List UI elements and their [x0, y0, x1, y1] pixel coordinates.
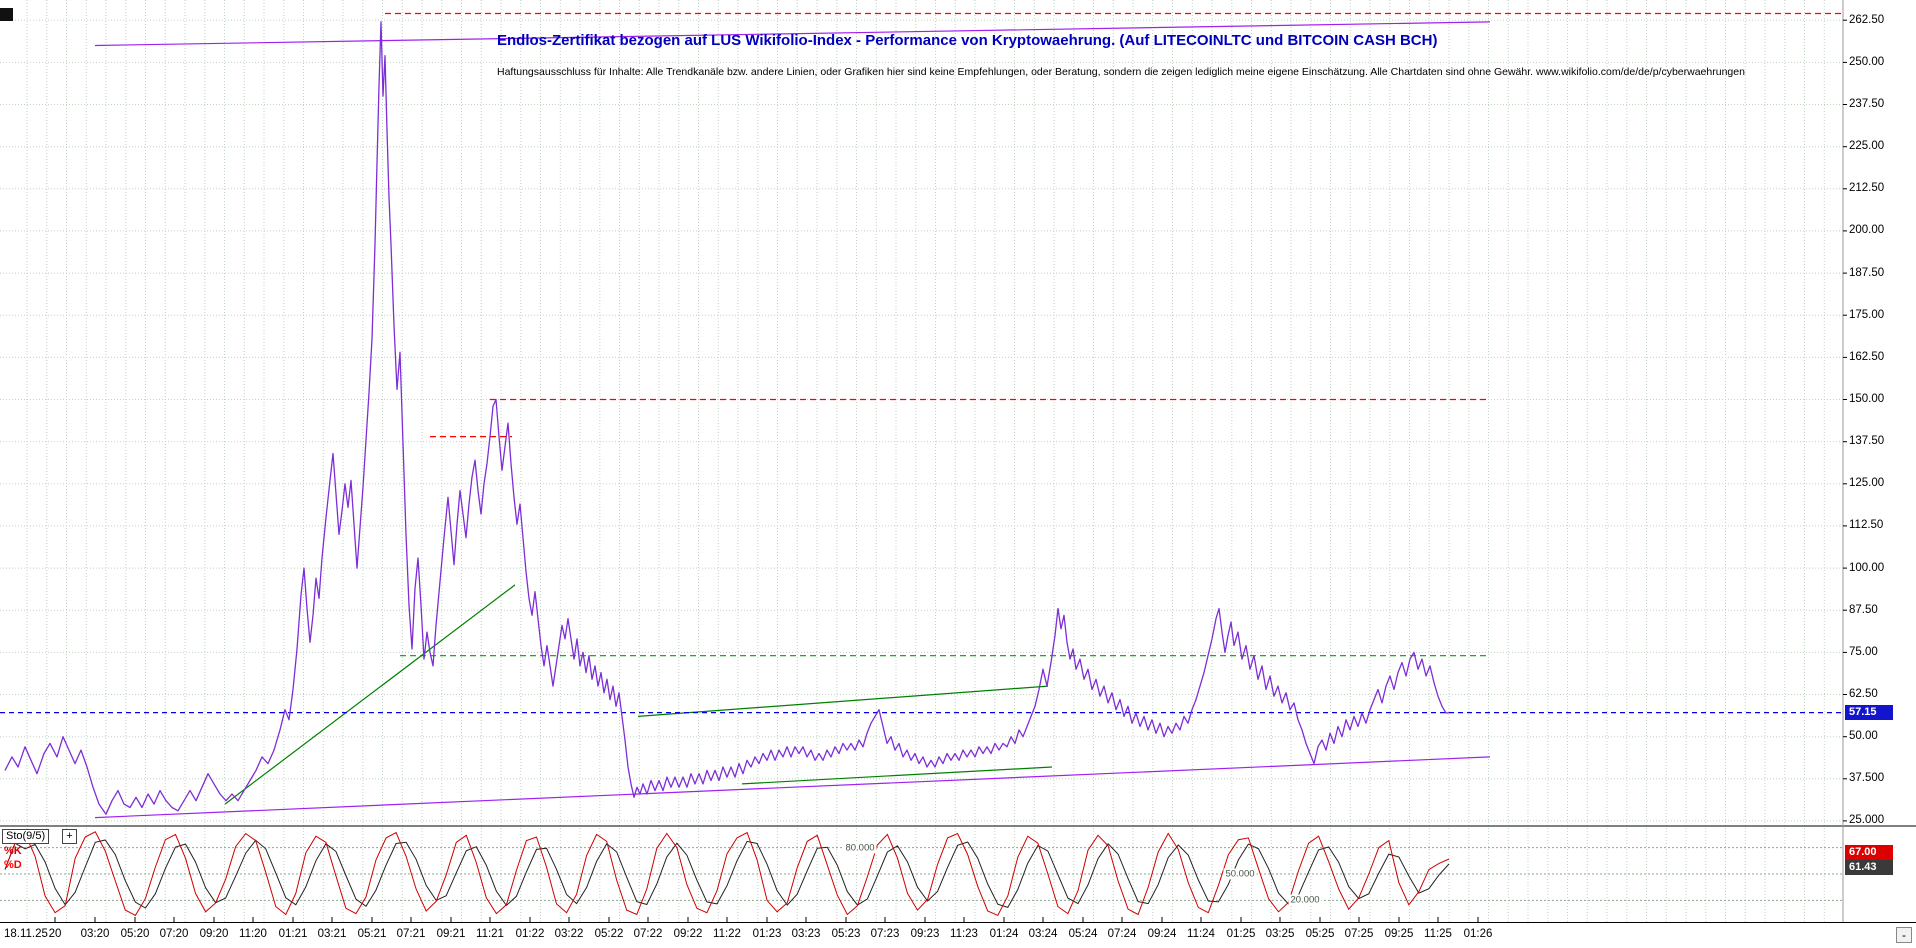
- time-tick-label: 11:24: [1187, 928, 1215, 940]
- price-tick-label: 37.500: [1849, 772, 1885, 785]
- price-tick-label: 150.00: [1849, 393, 1885, 405]
- time-tick-label: 05:23: [831, 928, 861, 940]
- uptrend-2020-line: [224, 584, 516, 805]
- time-tick-label: 09:23: [910, 928, 940, 940]
- stochastic-level-label: 20.000: [1288, 894, 1322, 906]
- time-tick-label: 07:25: [1344, 928, 1374, 940]
- time-tick-label: 01:26: [1463, 928, 1493, 940]
- time-tick-label: 09:21: [436, 928, 466, 940]
- time-tick-label: 01:25: [1226, 928, 1256, 940]
- price-tick-label: 87.50: [1849, 603, 1878, 616]
- time-tick-label: 05:25: [1305, 928, 1335, 940]
- price-tick-label: 137.50: [1849, 435, 1885, 448]
- price-tick-label: 75.00: [1849, 645, 1878, 658]
- time-tick-label: 05:24: [1068, 928, 1098, 940]
- chart-anchor-handle[interactable]: [0, 8, 13, 21]
- time-tick-label: 01:23: [752, 928, 782, 940]
- price-tick-label: 200.00: [1849, 224, 1885, 237]
- time-tick-label: 05:20: [120, 928, 150, 940]
- price-tick-label: 112.50: [1849, 519, 1884, 532]
- price-tick-label: 237.50: [1849, 98, 1885, 110]
- time-tick-label: 03:23: [791, 928, 821, 940]
- time-tick-label: 01:24: [989, 928, 1019, 940]
- price-tick-label: 125.00: [1849, 477, 1885, 490]
- indicator-label[interactable]: Sto(9/5): [2, 829, 50, 844]
- stochastic-d-label: %D: [4, 859, 22, 871]
- time-tick-label: 11:25: [1424, 928, 1452, 940]
- time-tick-label: 03:25: [1265, 928, 1295, 940]
- price-tick-label: 100.00: [1849, 561, 1885, 574]
- price-tick-label: 62.50: [1849, 688, 1878, 700]
- price-line: [4, 21, 1450, 815]
- time-tick-label: 11:22: [713, 928, 741, 940]
- time-tick-label: 07:23: [870, 928, 900, 940]
- add-indicator-button[interactable]: +: [62, 829, 77, 844]
- chart-title: Endlos-Zertifikat bezogen auf LUS Wikifo…: [497, 32, 1438, 49]
- stochastic-k-label: %K: [4, 845, 22, 857]
- time-tick-label: 03:22: [554, 928, 584, 940]
- time-tick-label: 11:20: [239, 928, 267, 940]
- time-tick-label: 07:21: [396, 928, 426, 940]
- price-tick-label: 175.00: [1849, 308, 1885, 321]
- current-price-badge: 57.15: [1845, 704, 1893, 720]
- price-tick-label: 25.000: [1849, 814, 1885, 827]
- stochastic-level-label: 80.000: [843, 842, 877, 854]
- time-tick-label: 03:21: [317, 928, 347, 940]
- price-axis: 262.50 250.00 237.50 225.00 212.50 200.00 187.…: [1849, 0, 1915, 922]
- time-tick-label: 09:24: [1147, 928, 1177, 940]
- time-tick-label: 05:21: [357, 928, 387, 940]
- time-tick-label: 09:25: [1384, 928, 1414, 940]
- time-tick-label: 18.11.25: [4, 928, 48, 940]
- price-tick-label: 50.00: [1849, 730, 1878, 743]
- uptrend-2022-low-line: [741, 766, 1053, 785]
- time-tick-label: 09:20: [199, 928, 229, 940]
- collapse-axis-button[interactable]: -: [1896, 927, 1912, 943]
- upper-channel-trendline: [94, 21, 1491, 47]
- price-tick-label: 262.50: [1849, 13, 1885, 26]
- stochastic-d-line: [4, 839, 1450, 909]
- time-tick-label: 20: [48, 928, 62, 940]
- time-tick-label: 11:21: [476, 928, 504, 940]
- price-tick-label: 187.50: [1849, 266, 1885, 279]
- time-tick-label: 03:20: [80, 928, 110, 940]
- uptrend-2022-mid-line: [637, 685, 1049, 717]
- time-tick-label: 07:20: [159, 928, 189, 940]
- price-tick-label: 225.00: [1849, 140, 1885, 153]
- stochastic-k-line: [4, 831, 1450, 917]
- time-tick-label: 11:23: [950, 928, 978, 940]
- price-tick-label: 250.00: [1849, 55, 1885, 68]
- time-tick-label: 07:22: [633, 928, 663, 940]
- price-tick-label: 162.50: [1849, 350, 1885, 363]
- stochastic-d-value-badge: 61.43: [1845, 860, 1893, 875]
- stochastic-level-label: 50.000: [1223, 868, 1257, 880]
- time-tick-label: 07:24: [1107, 928, 1137, 940]
- time-tick-label: 03:24: [1028, 928, 1058, 940]
- chart-canvas[interactable]: [0, 0, 1916, 922]
- price-tick-label: 212.50: [1849, 182, 1885, 195]
- stochastic-k-value-badge: 67.00: [1845, 845, 1893, 860]
- lower-channel-trendline: [94, 756, 1491, 819]
- time-tick-label: 09:22: [673, 928, 703, 940]
- time-axis: 18.11.25 20 03:20 05:20 07:20 09:20 11:20 01:21…: [0, 922, 1916, 948]
- time-tick-label: 01:22: [515, 928, 545, 940]
- time-tick-label: 05:22: [594, 928, 624, 940]
- chart-disclaimer: Haftungsausschluss für Inhalte: Alle Tre…: [497, 66, 1745, 78]
- time-tick-label: 01:21: [278, 928, 308, 940]
